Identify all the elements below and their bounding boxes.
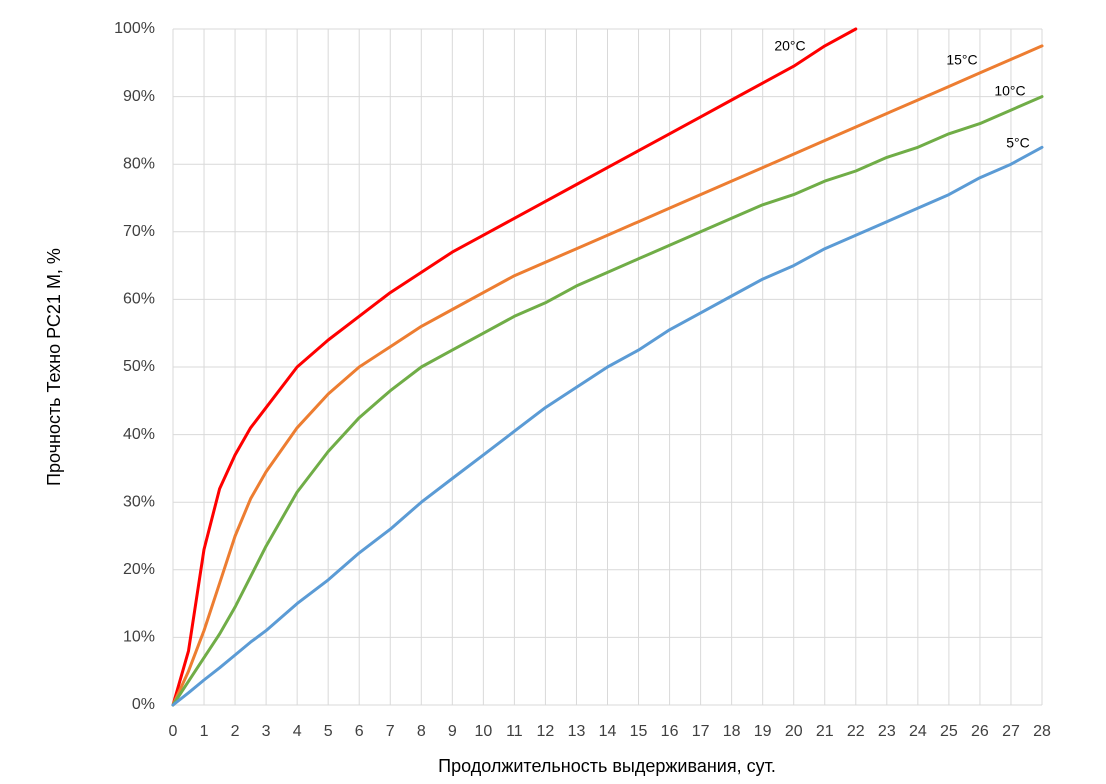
x-tick-label: 4 [293,723,302,740]
x-tick-label: 28 [1033,723,1051,740]
y-tick-label: 30% [123,493,155,510]
x-tick-label: 2 [231,723,240,740]
x-tick-label: 8 [417,723,426,740]
x-tick-label: 18 [723,723,741,740]
series-label: 20°C [774,38,805,54]
x-tick-label: 25 [940,723,958,740]
x-axis-title: Продолжительность выдерживания, сут. [438,756,776,776]
x-tick-label: 1 [200,723,209,740]
x-tick-label: 17 [692,723,710,740]
series-label: 5°C [1006,135,1030,151]
series-line [171,27,858,707]
x-tick-label: 15 [630,723,648,740]
x-tick-label: 6 [355,723,364,740]
x-tick-label: 24 [909,723,927,740]
x-tick-label: 12 [537,723,555,740]
series-line [171,95,1044,707]
series-line [171,145,1044,707]
y-tick-label: 60% [123,291,155,308]
x-tick-label: 9 [448,723,457,740]
x-tick-label: 16 [661,723,679,740]
series-line [171,44,1044,707]
x-tick-label: 22 [847,723,865,740]
series-label: 10°C [994,83,1025,99]
x-tick-label: 23 [878,723,896,740]
x-tick-label: 21 [816,723,834,740]
y-tick-label: 0% [132,696,155,713]
series-label: 15°C [946,52,977,68]
x-tick-label: 14 [599,723,617,740]
x-tick-label: 7 [386,723,395,740]
y-axis-title: Прочность Техно РС21 М, % [44,248,64,486]
x-tick-label: 19 [754,723,772,740]
x-tick-label: 11 [506,723,523,740]
y-tick-label: 50% [123,358,155,375]
y-tick-label: 20% [123,561,155,578]
x-tick-label: 26 [971,723,989,740]
y-tick-label: 70% [123,223,155,240]
x-tick-label: 0 [169,723,178,740]
y-tick-label: 90% [123,88,155,105]
x-tick-label: 3 [262,723,271,740]
x-tick-label: 10 [474,723,492,740]
y-tick-label: 40% [123,426,155,443]
y-tick-label: 80% [123,155,155,172]
y-tick-label: 10% [123,629,155,646]
y-tick-label: 100% [114,20,155,37]
x-tick-label: 13 [568,723,586,740]
x-tick-label: 5 [324,723,333,740]
x-tick-label: 20 [785,723,803,740]
x-tick-label: 27 [1002,723,1020,740]
